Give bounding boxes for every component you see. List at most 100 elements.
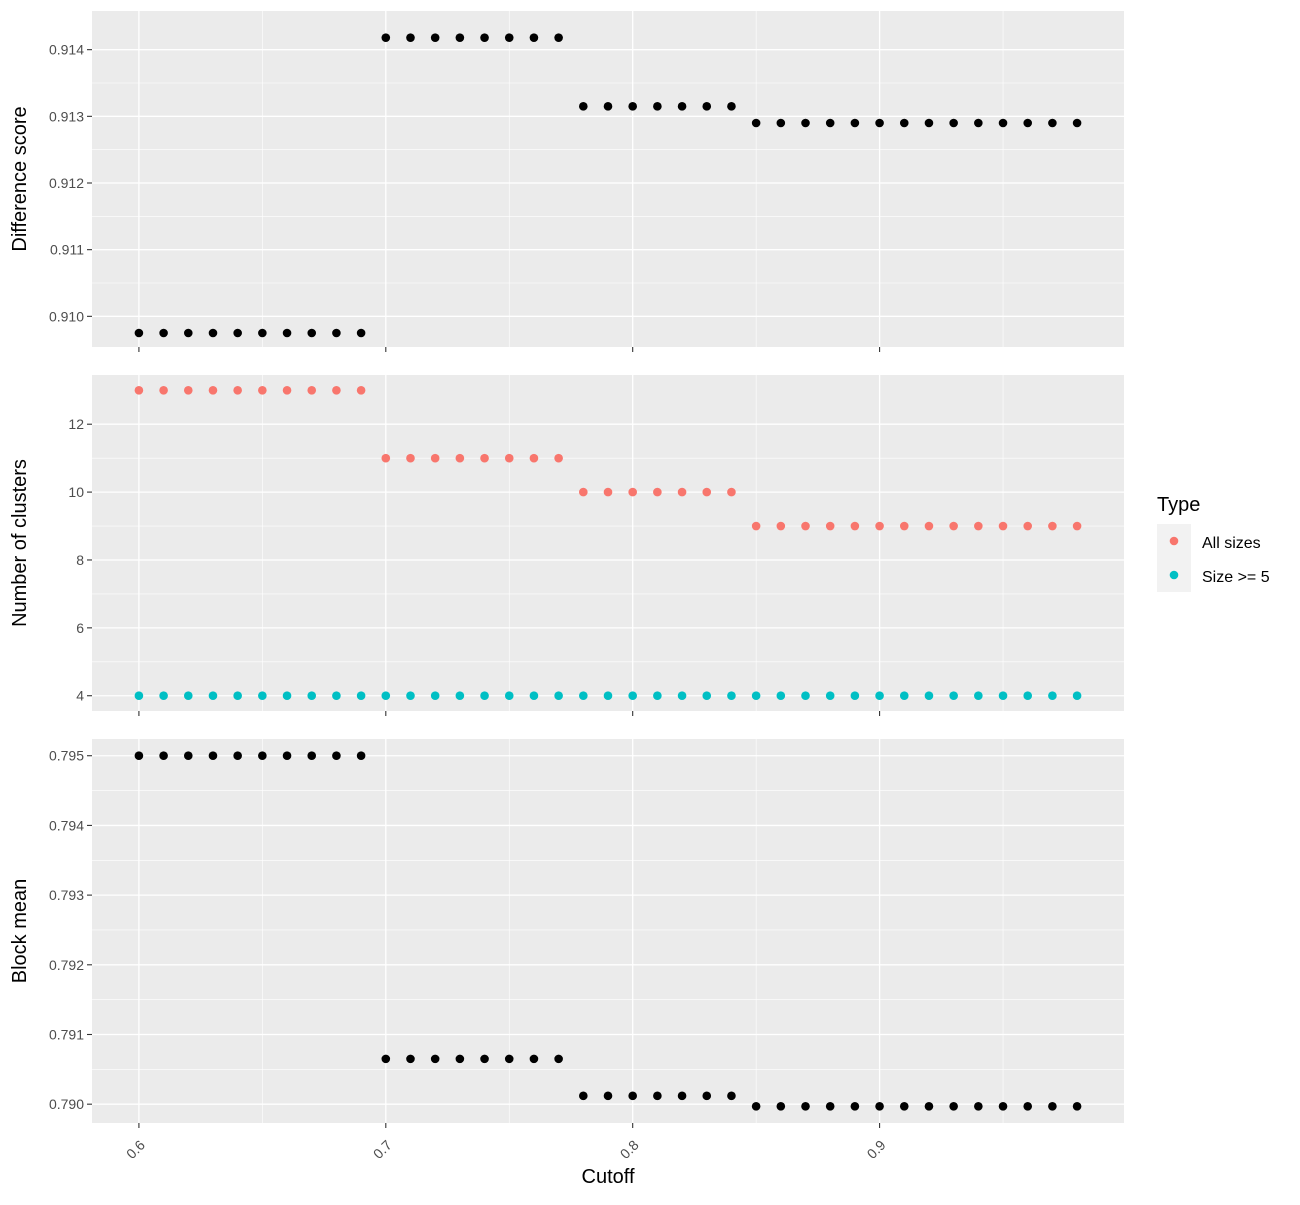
- data-point: [208, 751, 218, 761]
- data-point: [949, 118, 958, 128]
- data-point: [208, 385, 218, 395]
- data-point: [702, 1091, 712, 1101]
- data-point: [579, 487, 588, 497]
- data-point: [924, 1101, 934, 1111]
- data-point: [727, 1091, 736, 1101]
- y-axis-label-difference-score: Difference score: [9, 106, 31, 251]
- data-point: [579, 102, 588, 111]
- y-tick-label: 10: [68, 484, 84, 500]
- panel-number-of-clusters: 4 6 8 10 12 Number of clusters: [9, 375, 1124, 716]
- data-point: [899, 118, 909, 128]
- data-point: [430, 33, 440, 42]
- data-point: [332, 328, 341, 338]
- data-point: [603, 1091, 613, 1101]
- data-point: [751, 521, 761, 531]
- data-point: [974, 118, 983, 128]
- data-point: [653, 691, 662, 701]
- panel-background: [92, 11, 1124, 347]
- y-tick-label: 0.795: [49, 748, 84, 764]
- data-point: [258, 328, 267, 338]
- data-point: [875, 1101, 884, 1111]
- data-point: [381, 453, 391, 463]
- data-point: [998, 521, 1008, 531]
- series-all-sizes: [134, 385, 1082, 531]
- data-point: [1072, 521, 1082, 531]
- y-tick-label: 8: [76, 552, 84, 568]
- data-point: [430, 453, 440, 463]
- data-point: [183, 751, 193, 761]
- data-point: [974, 1101, 983, 1111]
- data-point: [875, 521, 884, 531]
- y-tick-label: 0.914: [49, 42, 84, 58]
- data-point: [356, 328, 366, 338]
- legend-title: Type: [1157, 494, 1200, 516]
- data-point: [480, 453, 489, 463]
- data-point: [628, 102, 637, 111]
- data-point: [751, 118, 761, 128]
- data-point: [727, 691, 736, 701]
- data-point: [134, 328, 144, 338]
- x-axis: 0.6 0.7 0.8 0.9 Cutoff: [123, 1137, 889, 1188]
- data-point: [258, 751, 267, 761]
- data-point: [480, 1054, 489, 1064]
- data-point: [677, 691, 687, 701]
- data-point: [776, 118, 786, 128]
- data-point: [430, 1054, 440, 1064]
- series-block-mean: [134, 751, 1082, 1111]
- data-point: [332, 691, 341, 701]
- data-point: [998, 1101, 1008, 1111]
- data-point: [307, 751, 317, 761]
- data-point: [974, 691, 983, 701]
- panel-block-mean: 0.790 0.791 0.792 0.793 0.794 0.795 Block mean: [9, 739, 1124, 1128]
- data-point: [974, 521, 983, 531]
- data-point: [208, 691, 218, 701]
- data-point: [406, 33, 415, 42]
- data-point: [801, 521, 810, 531]
- panels: 0.910 0.911 0.912 0.913 0.914 Difference scor…: [9, 11, 1124, 1128]
- data-point: [504, 1054, 514, 1064]
- data-point: [825, 118, 835, 128]
- data-point: [381, 1054, 391, 1064]
- data-point: [1023, 521, 1033, 531]
- data-point: [949, 691, 958, 701]
- y-tick-label: 0.790: [49, 1096, 84, 1112]
- data-point: [282, 385, 292, 395]
- data-point: [356, 751, 366, 761]
- data-point: [1023, 1101, 1033, 1111]
- data-point: [233, 691, 242, 701]
- data-point: [134, 691, 144, 701]
- y-tick-label: 6: [76, 620, 84, 636]
- data-point: [282, 691, 292, 701]
- data-point: [603, 487, 613, 497]
- data-point: [529, 691, 539, 701]
- data-point: [579, 691, 588, 701]
- data-point: [282, 328, 292, 338]
- data-point: [875, 118, 884, 128]
- data-point: [554, 453, 563, 463]
- data-point: [455, 691, 465, 701]
- legend-label-all-sizes: All sizes: [1202, 535, 1261, 552]
- data-point: [282, 751, 292, 761]
- data-point: [628, 487, 637, 497]
- data-point: [406, 691, 415, 701]
- data-point: [159, 751, 168, 761]
- data-point: [183, 328, 193, 338]
- legend-key-size-ge-5: [1169, 570, 1179, 580]
- legend-label-size-ge-5: Size >= 5: [1202, 569, 1270, 586]
- data-point: [504, 453, 514, 463]
- data-point: [628, 1091, 637, 1101]
- data-point: [998, 691, 1008, 701]
- data-point: [529, 453, 539, 463]
- data-point: [480, 691, 489, 701]
- data-point: [233, 328, 242, 338]
- data-point: [899, 691, 909, 701]
- data-point: [1072, 1101, 1082, 1111]
- data-point: [258, 691, 267, 701]
- x-tick-label: 0.6: [123, 1137, 148, 1162]
- data-point: [406, 453, 415, 463]
- data-point: [628, 691, 637, 701]
- data-point: [406, 1054, 415, 1064]
- x-tick-label: 0.8: [617, 1137, 642, 1162]
- data-point: [924, 118, 934, 128]
- data-point: [381, 33, 391, 42]
